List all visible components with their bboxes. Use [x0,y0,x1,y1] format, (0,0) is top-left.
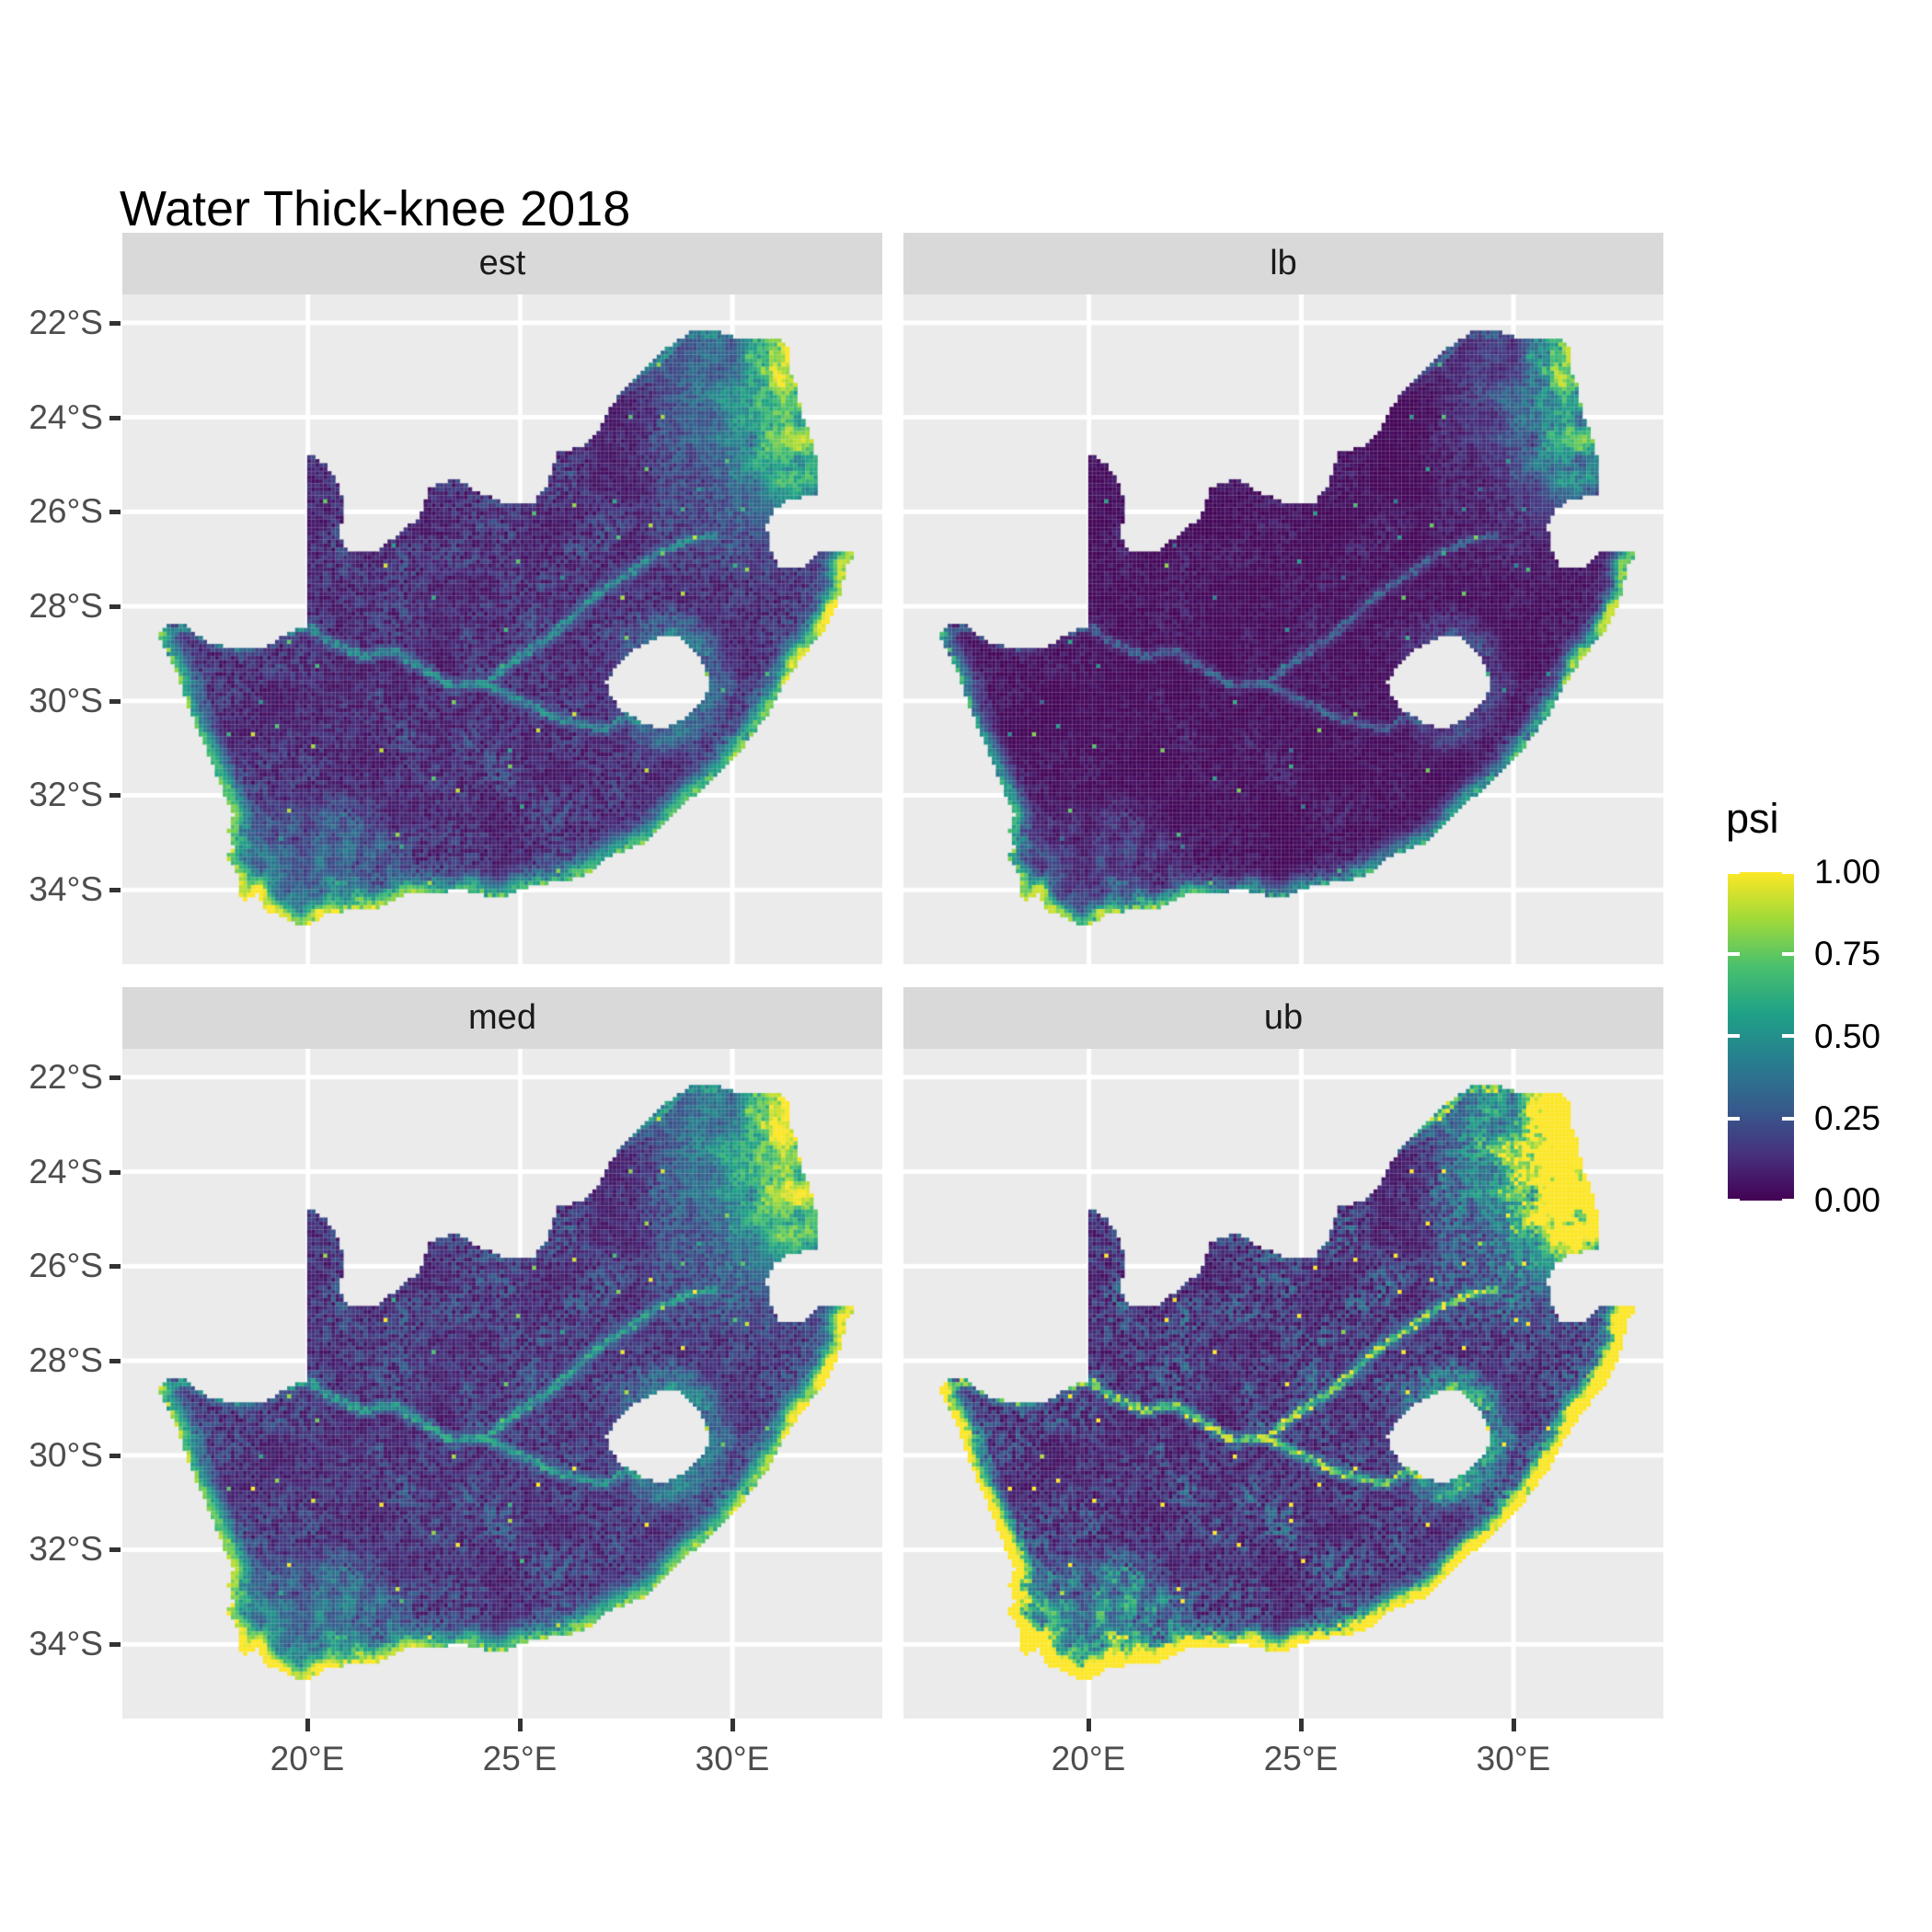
y-axis-tick-mark [109,699,121,704]
facet-strip-est: est [122,233,882,294]
y-axis-tick-mark [109,510,121,514]
x-axis-tick-mark [1087,1719,1091,1731]
y-axis-tick-label: 22°S [29,1058,103,1096]
y-axis-tick-mark [109,604,121,609]
y-axis-tick-mark [109,1170,121,1175]
facet-strip-label: med [468,998,536,1037]
y-axis-tick-mark [109,1454,121,1458]
y-axis-tick-mark [109,321,121,326]
y-axis-tick-label: 30°S [29,682,103,719]
map-canvas-est [122,294,882,964]
legend-colorbar [1728,872,1794,1201]
legend-tick-mark [1728,1117,1740,1121]
x-axis-tick-label: 20°E [1051,1740,1126,1777]
facet-strip-label: lb [1270,244,1297,282]
y-axis-tick-mark [109,1642,121,1647]
legend-tick-mark [1728,1034,1740,1038]
y-axis-tick-label: 30°S [29,1436,103,1474]
legend-tick-mark [1782,1034,1794,1038]
x-axis-tick-label: 30°E [1476,1740,1551,1777]
legend-tick-label: 0.75 [1814,935,1881,972]
y-axis-tick-mark [109,1359,121,1363]
x-axis-tick-label: 25°E [482,1740,558,1777]
x-axis-tick-mark [730,1719,735,1731]
legend-tick-mark [1728,952,1740,956]
x-axis-tick-label: 25°E [1263,1740,1339,1777]
y-axis-tick-label: 26°S [29,492,103,530]
y-axis-tick-label: 24°S [29,1153,103,1190]
map-canvas-ub [903,1049,1663,1719]
y-axis-tick-mark [109,888,121,892]
map-canvas-med [122,1049,882,1719]
plot-title: Water Thick-knee 2018 [120,181,631,236]
legend-tick-mark [1782,1199,1794,1201]
legend-tick-label: 0.50 [1814,1018,1881,1055]
x-axis-tick-mark [1299,1719,1304,1731]
legend-tick-label: 0.00 [1814,1181,1881,1219]
map-panel-ub [903,1049,1663,1719]
facet-strip-label: ub [1263,998,1304,1037]
y-axis-tick-label: 24°S [29,398,103,436]
x-axis-tick-mark [518,1719,523,1731]
x-axis-tick-label: 30°E [695,1740,770,1777]
x-axis-tick-mark [1512,1719,1516,1731]
y-axis-tick-label: 22°S [29,304,103,341]
legend-tick-mark [1782,952,1794,956]
y-axis-tick-label: 34°S [29,1625,103,1662]
x-axis-tick-label: 20°E [270,1740,345,1777]
map-panel-est [122,294,882,964]
y-axis-tick-label: 32°S [29,1530,103,1568]
legend-tick-mark [1728,872,1740,874]
legend-tick-label: 1.00 [1814,853,1881,891]
legend-tick-mark [1782,872,1794,874]
y-axis-tick-mark [109,1075,121,1080]
facet-strip-lb: lb [903,233,1663,294]
y-axis-tick-mark [109,1547,121,1552]
map-panel-lb [903,294,1663,964]
map-panel-med [122,1049,882,1719]
y-axis-tick-mark [109,793,121,798]
y-axis-tick-label: 34°S [29,870,103,908]
legend-tick-mark [1728,1199,1740,1201]
facet-strip-label: est [478,244,526,282]
legend-tick-mark [1782,1117,1794,1121]
y-axis-tick-label: 28°S [29,587,103,625]
y-axis-tick-label: 32°S [29,776,103,813]
y-axis-tick-label: 26°S [29,1247,103,1284]
y-axis-tick-mark [109,416,121,420]
legend-title: psi [1726,795,1779,842]
facet-strip-ub: ub [903,987,1663,1049]
map-canvas-lb [903,294,1663,964]
facet-strip-med: med [122,987,882,1049]
y-axis-tick-label: 28°S [29,1341,103,1379]
x-axis-tick-mark [305,1719,310,1731]
legend-tick-label: 0.25 [1814,1099,1881,1137]
y-axis-tick-mark [109,1264,121,1269]
